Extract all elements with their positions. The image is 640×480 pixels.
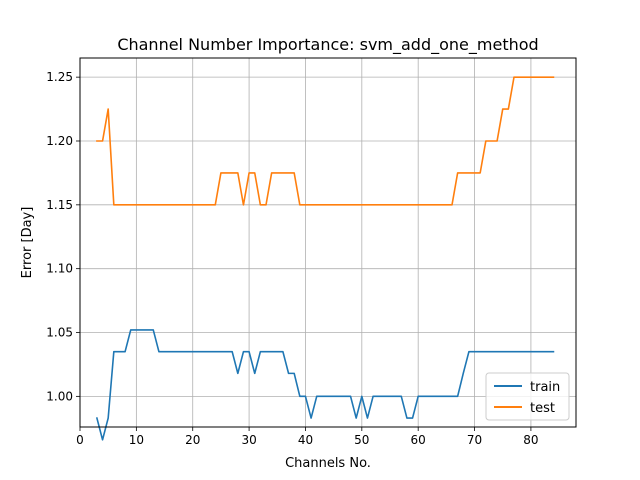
series-line-train bbox=[95, 329, 555, 441]
x-tick-label: 50 bbox=[354, 433, 369, 447]
x-tick-label: 0 bbox=[76, 433, 84, 447]
x-tick-label: 30 bbox=[241, 433, 256, 447]
legend-label-train: train bbox=[530, 380, 560, 395]
x-tick-label: 70 bbox=[467, 433, 482, 447]
y-tick-label: 1.20 bbox=[46, 134, 73, 148]
x-tick-label: 60 bbox=[411, 433, 426, 447]
x-tick-label: 80 bbox=[523, 433, 538, 447]
x-axis-label: Channels No. bbox=[285, 456, 371, 471]
series-lines bbox=[95, 76, 555, 441]
chart-title: Channel Number Importance: svm_add_one_m… bbox=[117, 35, 538, 55]
y-axis-label: Error [Day] bbox=[20, 207, 35, 279]
y-tick-label: 1.15 bbox=[46, 198, 73, 212]
y-tick-label: 1.10 bbox=[46, 262, 73, 276]
y-tick-label: 1.05 bbox=[46, 326, 73, 340]
legend: train test bbox=[485, 372, 570, 421]
x-tick-label: 20 bbox=[185, 433, 200, 447]
plot-frame bbox=[79, 57, 577, 428]
series-line-test bbox=[96, 76, 555, 206]
x-tick-label: 10 bbox=[129, 433, 144, 447]
x-tick-label: 40 bbox=[298, 433, 313, 447]
legend-label-test: test bbox=[530, 401, 555, 416]
y-tick-label: 1.25 bbox=[46, 70, 73, 84]
legend-box bbox=[485, 372, 570, 421]
axis-ticks: 0 10 20 30 40 50 60 70 80 1.00 1.05 1.10 1.15 1.20 1.2… bbox=[46, 70, 538, 447]
y-tick-label: 1.00 bbox=[46, 389, 73, 403]
